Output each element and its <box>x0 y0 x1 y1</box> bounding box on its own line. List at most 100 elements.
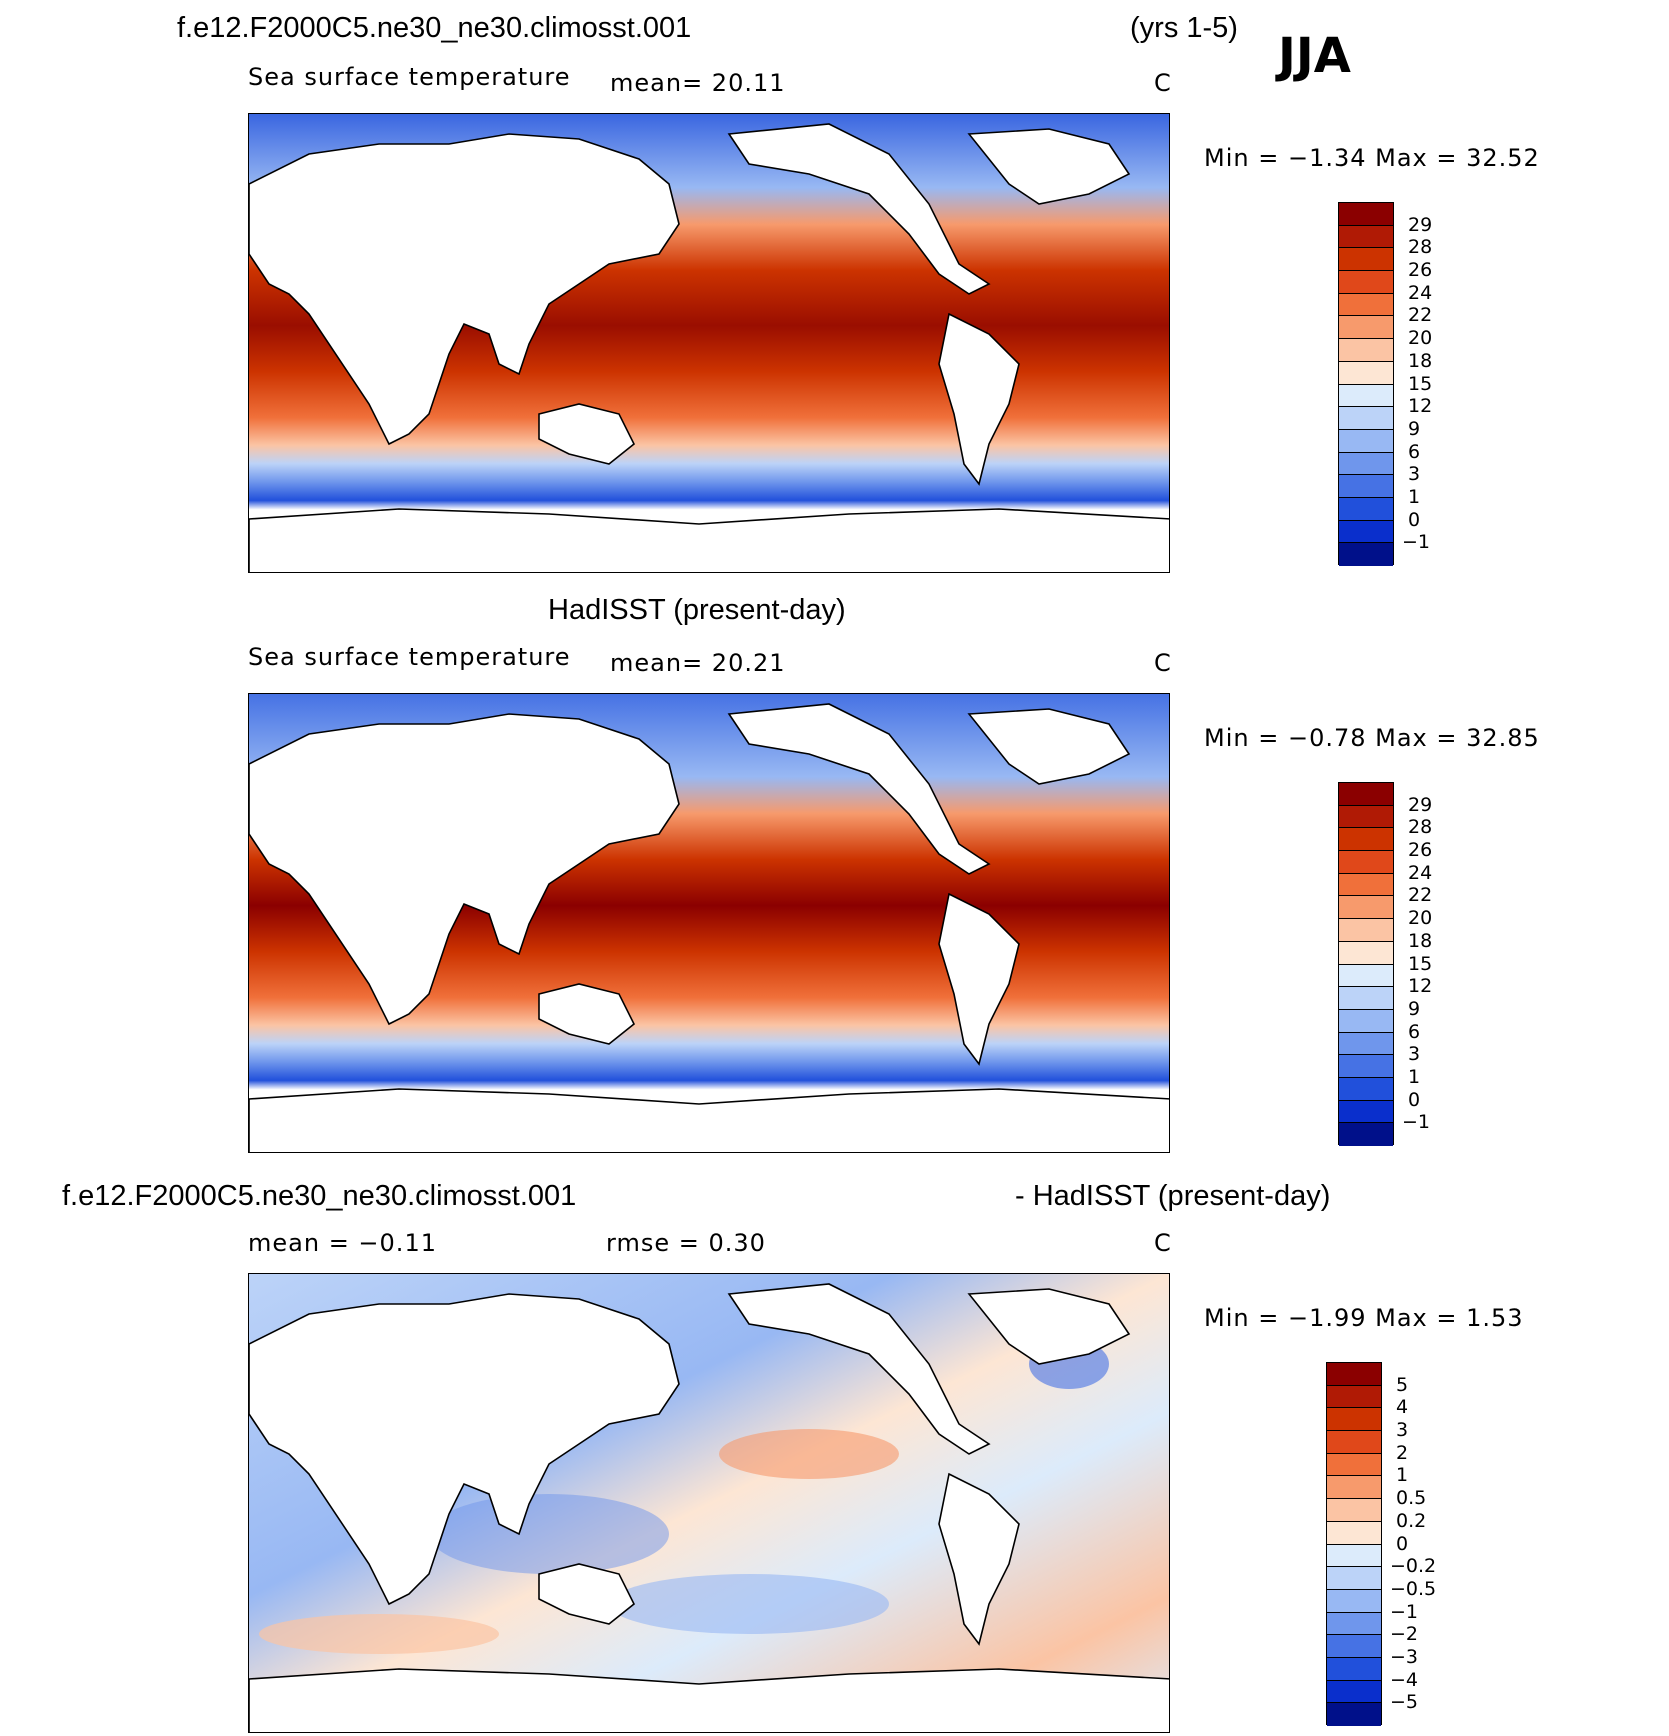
panel1-variable: Sea surface temperature <box>248 63 571 91</box>
colorbar-tick-label: 2 <box>1396 1441 1409 1464</box>
panel1-minmax: Min = −1.34 Max = 32.52 <box>1204 144 1540 172</box>
colorbar-segment <box>1327 1453 1381 1477</box>
colorbar-tick-label: 24 <box>1408 861 1433 884</box>
colorbar-segment <box>1327 1363 1381 1386</box>
colorbar-tick-label: 1 <box>1408 1065 1421 1088</box>
colorbar-segment <box>1339 407 1393 430</box>
colorbar-segment <box>1339 203 1393 226</box>
colorbar-tick-label: 0.2 <box>1396 1509 1427 1532</box>
panel1-units: C <box>1154 69 1172 97</box>
colorbar-segment <box>1339 919 1393 942</box>
colorbar-tick-label: 24 <box>1408 281 1433 304</box>
colorbar-tick-label: −0.5 <box>1390 1577 1437 1600</box>
panel3-map-svg <box>249 1274 1169 1732</box>
colorbar-tick-label: −3 <box>1390 1645 1419 1668</box>
panel3-mean: mean = −0.11 <box>248 1229 437 1257</box>
colorbar-segment <box>1339 543 1393 566</box>
colorbar-segment <box>1339 851 1393 874</box>
colorbar-tick-label: −1 <box>1402 1111 1431 1134</box>
colorbar-segment <box>1339 896 1393 920</box>
colorbar-tick-label: 4 <box>1396 1396 1409 1419</box>
colorbar-segment <box>1339 452 1393 476</box>
colorbar-segment <box>1339 873 1393 897</box>
colorbar-tick-label: 20 <box>1408 327 1433 350</box>
colorbar-segment <box>1327 1612 1381 1636</box>
colorbar-tick-label: 3 <box>1408 463 1421 486</box>
panel3-minmax: Min = −1.99 Max = 1.53 <box>1204 1304 1524 1332</box>
colorbar-tick-label: 9 <box>1408 417 1421 440</box>
colorbar-tick-label: 22 <box>1408 304 1433 327</box>
panel3-title-suffix: - HadISST (present-day) <box>1015 1180 1331 1212</box>
panel2-units: C <box>1154 649 1172 677</box>
colorbar-tick-label: 20 <box>1408 907 1433 930</box>
colorbar-tick-label: 3 <box>1396 1419 1409 1442</box>
colorbar-tick-label: 5 <box>1396 1373 1409 1396</box>
panel3-units: C <box>1154 1229 1172 1257</box>
colorbar-tick-label: 6 <box>1408 440 1421 463</box>
colorbar-tick-label: 0.5 <box>1396 1487 1427 1510</box>
colorbar-tick-label: −2 <box>1390 1623 1419 1646</box>
colorbar-tick-label: 0 <box>1408 508 1421 531</box>
colorbar-segment <box>1327 1680 1381 1704</box>
colorbar-segment <box>1339 1123 1393 1146</box>
colorbar-segment <box>1339 805 1393 829</box>
panel2-colorbar-box <box>1338 782 1394 1146</box>
colorbar-segment <box>1339 475 1393 498</box>
colorbar-segment <box>1339 964 1393 988</box>
panel1-map-svg <box>249 114 1169 572</box>
colorbar-segment <box>1339 520 1393 544</box>
colorbar-segment <box>1339 828 1393 852</box>
colorbar-tick-label: 3 <box>1408 1043 1421 1066</box>
season-label: JJA <box>1278 28 1351 84</box>
years-label: (yrs 1-5) <box>1130 12 1238 44</box>
colorbar-tick-label: −1 <box>1390 1600 1419 1623</box>
colorbar-segment <box>1327 1589 1381 1613</box>
colorbar-segment <box>1339 339 1393 362</box>
colorbar-segment <box>1327 1521 1381 1545</box>
colorbar-tick-label: 1 <box>1408 485 1421 508</box>
colorbar-segment <box>1327 1635 1381 1658</box>
colorbar-segment <box>1339 1055 1393 1078</box>
panel2-map-svg <box>249 694 1169 1152</box>
panel1-mean: mean= 20.11 <box>610 69 786 97</box>
colorbar-tick-label: 28 <box>1408 236 1433 259</box>
colorbar-segment <box>1327 1657 1381 1681</box>
panel2-variable: Sea surface temperature <box>248 643 571 671</box>
colorbar-tick-label: 29 <box>1408 793 1433 816</box>
colorbar-tick-label: 26 <box>1408 259 1433 282</box>
colorbar-tick-label: 0 <box>1396 1532 1409 1555</box>
panel3-map <box>248 1273 1170 1733</box>
colorbar-segment <box>1339 271 1393 294</box>
colorbar-tick-label: −5 <box>1390 1691 1419 1714</box>
colorbar-segment <box>1327 1703 1381 1726</box>
colorbar-segment <box>1339 293 1393 317</box>
colorbar-tick-label: 18 <box>1408 349 1433 372</box>
panel2-map <box>248 693 1170 1153</box>
colorbar-segment <box>1339 1032 1393 1056</box>
colorbar-tick-label: 28 <box>1408 816 1433 839</box>
colorbar-segment <box>1327 1544 1381 1568</box>
panel3-title: f.e12.F2000C5.ne30_ne30.climosst.001 <box>62 1180 577 1212</box>
colorbar-segment <box>1339 225 1393 249</box>
panel1-colorbar-box <box>1338 202 1394 566</box>
colorbar-tick-label: 15 <box>1408 952 1433 975</box>
colorbar-segment <box>1339 1077 1393 1101</box>
colorbar-segment <box>1339 941 1393 965</box>
colorbar-segment <box>1339 497 1393 521</box>
panel3-colorbar-box <box>1326 1362 1382 1726</box>
panel1-map <box>248 113 1170 573</box>
colorbar-tick-label: 6 <box>1408 1020 1421 1043</box>
colorbar-tick-label: 9 <box>1408 997 1421 1020</box>
panel1-title: f.e12.F2000C5.ne30_ne30.climosst.001 <box>177 12 692 44</box>
colorbar-tick-label: 0 <box>1408 1088 1421 1111</box>
colorbar-segment <box>1327 1499 1381 1522</box>
colorbar-tick-label: −4 <box>1390 1668 1419 1691</box>
colorbar-tick-label: 12 <box>1408 395 1433 418</box>
panel2-minmax: Min = −0.78 Max = 32.85 <box>1204 724 1540 752</box>
colorbar-segment <box>1339 316 1393 340</box>
panel2-mean: mean= 20.21 <box>610 649 786 677</box>
colorbar-tick-label: 18 <box>1408 929 1433 952</box>
colorbar-segment <box>1339 361 1393 385</box>
colorbar-segment <box>1327 1567 1381 1590</box>
colorbar-tick-label: −0.2 <box>1390 1555 1437 1578</box>
